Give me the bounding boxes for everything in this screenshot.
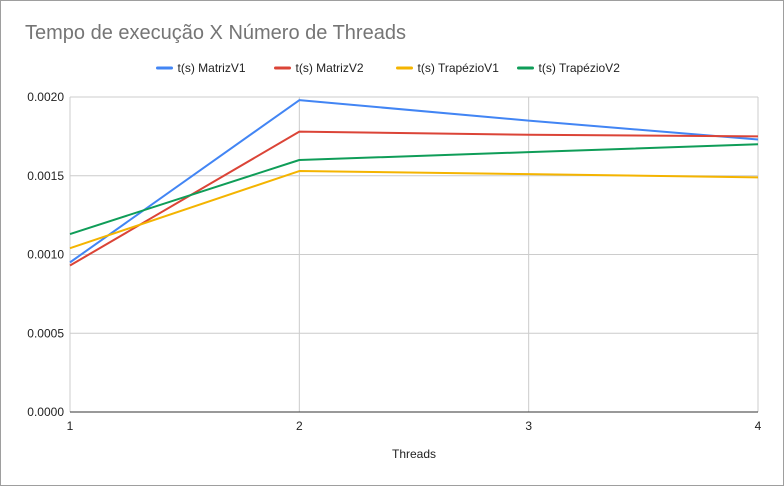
series-line: [69, 130, 759, 267]
legend-label: t(s) MatrizV2: [296, 61, 364, 75]
x-tick-label: 4: [755, 419, 762, 433]
legend-label: t(s) MatrizV1: [178, 61, 246, 75]
y-tick-label: 0.0005: [27, 326, 64, 340]
legend: t(s) MatrizV1 t(s) MatrizV2 t(s) TrapézioV…: [156, 61, 621, 75]
legend-label: t(s) TrapézioV1: [418, 61, 500, 75]
legend-item: t(s) TrapézioV1: [396, 61, 500, 75]
y-tick-label: 0.0010: [27, 248, 64, 262]
legend-item: t(s) TrapézioV2: [517, 61, 621, 75]
x-axis-label: Threads: [392, 447, 436, 461]
legend-item: t(s) MatrizV2: [274, 61, 364, 75]
legend-label: t(s) TrapézioV2: [539, 61, 621, 75]
y-tick-label: 0.0015: [27, 169, 64, 183]
axes: 0.0000 0.0005 0.0010 0.0015 0.0020 1 2 3 4: [27, 90, 761, 433]
chart-title: Tempo de execução X Número de Threads: [25, 22, 406, 44]
x-tick-label: 3: [525, 419, 532, 433]
series-line: [69, 170, 759, 250]
series-lines: [69, 99, 759, 267]
grid-lines: [69, 96, 759, 412]
legend-item: t(s) MatrizV1: [156, 61, 246, 75]
series-line: [69, 143, 759, 235]
x-tick-label: 1: [67, 419, 74, 433]
y-tick-label: 0.0000: [27, 405, 64, 419]
series-line: [69, 99, 759, 264]
y-tick-label: 0.0020: [27, 90, 64, 104]
x-tick-label: 2: [296, 419, 303, 433]
